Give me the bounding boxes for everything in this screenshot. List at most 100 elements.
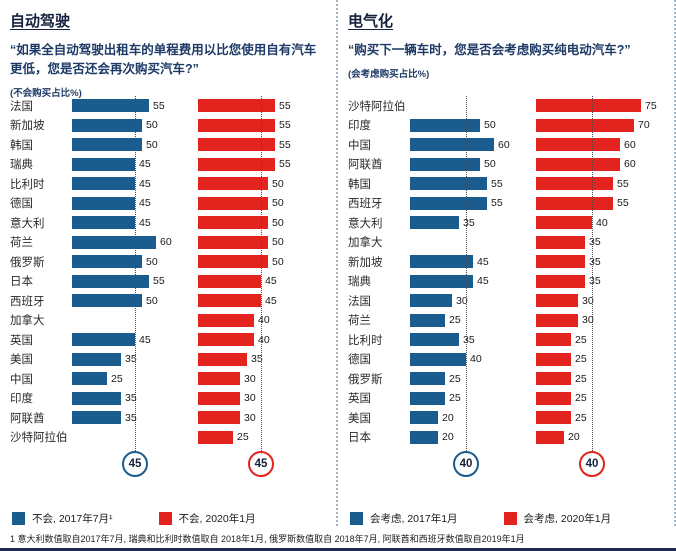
country-label: 沙特阿拉伯	[10, 432, 68, 445]
bar-cell: 50	[72, 252, 198, 272]
country-label: 意大利	[10, 217, 45, 230]
bar-value: 70	[638, 119, 650, 132]
country-label: 意大利	[348, 217, 383, 230]
bar-cell: 25	[536, 350, 662, 370]
bar-value: 75	[645, 99, 657, 112]
bar-cell: 35	[410, 213, 536, 233]
bar-cell: 45	[410, 252, 536, 272]
bar-cell: 25	[536, 369, 662, 389]
bar-2017	[410, 313, 445, 327]
chart-row: 韩国 50 55	[10, 135, 326, 155]
bar-2017	[410, 138, 494, 152]
average-line	[135, 96, 136, 453]
country-label: 俄罗斯	[10, 256, 45, 269]
survey-question: “购买下一辆车时，您是否会考虑购买纯电动汽车?”	[348, 43, 631, 57]
bar-value: 55	[279, 99, 291, 112]
chart-row: 印度 50 70	[348, 116, 664, 136]
bar-value: 20	[568, 431, 580, 444]
country-label: 西班牙	[348, 198, 383, 211]
bar-cell: 20	[536, 428, 662, 448]
chart-row: 加拿大 40	[10, 311, 326, 331]
chart-row: 法国 30 30	[348, 291, 664, 311]
bar-value: 55	[153, 275, 165, 288]
bar-cell: 45	[410, 272, 536, 292]
bar-2017	[72, 235, 156, 249]
bar-cell: 60	[536, 155, 662, 175]
chart-row: 沙特阿拉伯 25	[10, 428, 326, 448]
bar-cell: 35	[72, 350, 198, 370]
bar-cell: 25	[410, 389, 536, 409]
bar-cell: 35	[72, 389, 198, 409]
chart-row: 中国 25 30	[10, 369, 326, 389]
bar-2020	[198, 333, 254, 347]
bar-2017	[72, 196, 135, 210]
chart-row: 日本 55 45	[10, 272, 326, 292]
bar-cell: 40	[410, 350, 536, 370]
bar-2020	[198, 138, 275, 152]
bar-2020	[536, 372, 571, 386]
chart-row: 西班牙 55 55	[348, 194, 664, 214]
bar-cell: 20	[410, 408, 536, 428]
bar-chart-autonomous: 法国 55 55 新加坡 50 55 韩国 50 55 瑞典 45 55 比利时 45 50 德国 45 50 意大…	[10, 96, 326, 479]
bar-value: 50	[272, 255, 284, 268]
bar-cell: 50	[72, 291, 198, 311]
bar-2017	[410, 294, 452, 308]
bar-value: 25	[575, 392, 587, 405]
bar-cell: 45	[198, 272, 324, 292]
footer: 1 意大利数值取自2017年7月, 瑞典和比利时数值取自 2018年1月, 俄罗…	[0, 526, 676, 548]
bar-2017	[72, 372, 107, 386]
legend-swatch-red	[503, 512, 517, 525]
chart-row: 比利时 35 25	[348, 330, 664, 350]
bar-value: 35	[125, 353, 137, 366]
chart-row: 沙特阿拉伯 75	[348, 96, 664, 116]
bar-cell: 45	[72, 155, 198, 175]
bar-2020	[536, 430, 564, 444]
average-line	[592, 96, 593, 453]
bar-2020	[198, 352, 247, 366]
bar-value: 40	[258, 314, 270, 327]
panel-header: 自动驾驶 “如果全自动驾驶出租车的单程费用以比您使用自有汽车更低，您是否还会再次…	[10, 8, 330, 99]
bar-value: 25	[575, 353, 587, 366]
bar-value: 50	[146, 255, 158, 268]
chart-panels: 自动驾驶 “如果全自动驾驶出租车的单程费用以比您使用自有汽车更低，您是否还会再次…	[10, 0, 676, 526]
bar-cell: 40	[198, 311, 324, 331]
chart-row: 瑞典 45 55	[10, 155, 326, 175]
bar-2020	[198, 274, 261, 288]
bar-2017	[410, 391, 445, 405]
chart-row: 西班牙 50 45	[10, 291, 326, 311]
bar-2017	[72, 157, 135, 171]
bar-cell: 55	[72, 272, 198, 292]
chart-rows: 法国 55 55 新加坡 50 55 韩国 50 55 瑞典 45 55 比利时 45 50 德国 45 50 意大…	[10, 96, 326, 447]
bar-2020	[198, 430, 233, 444]
country-label: 德国	[10, 198, 33, 211]
chart-row: 英国 45 40	[10, 330, 326, 350]
bar-cell: 55	[410, 174, 536, 194]
legend-label: 会考虑, 2017年1月	[370, 513, 458, 525]
bar-2017	[410, 411, 438, 425]
bar-cell: 35	[72, 408, 198, 428]
bar-cell: 55	[536, 194, 662, 214]
bar-2020	[198, 411, 240, 425]
bar-value: 30	[582, 314, 594, 327]
bar-cell: 55	[72, 96, 198, 116]
bar-2020	[536, 255, 585, 269]
bar-cell: 35	[536, 233, 662, 253]
bar-cell	[410, 96, 536, 116]
country-label: 中国	[10, 373, 33, 386]
bar-value: 30	[244, 372, 256, 385]
country-label: 日本	[10, 276, 33, 289]
country-label: 日本	[348, 432, 371, 445]
bar-2017	[410, 333, 459, 347]
bar-cell: 35	[198, 350, 324, 370]
bar-value: 50	[146, 119, 158, 132]
survey-question: “如果全自动驾驶出租车的单程费用以比您使用自有汽车更低，您是否还会再次购买汽车?…	[10, 43, 317, 76]
bar-value: 45	[265, 294, 277, 307]
bar-value: 30	[244, 392, 256, 405]
panel-title: 电气化	[348, 13, 394, 30]
bar-2017	[410, 255, 473, 269]
bar-2020	[198, 177, 268, 191]
bar-value: 25	[449, 314, 461, 327]
bar-cell: 25	[72, 369, 198, 389]
bar-value: 45	[477, 275, 489, 288]
country-label: 新加坡	[348, 256, 383, 269]
